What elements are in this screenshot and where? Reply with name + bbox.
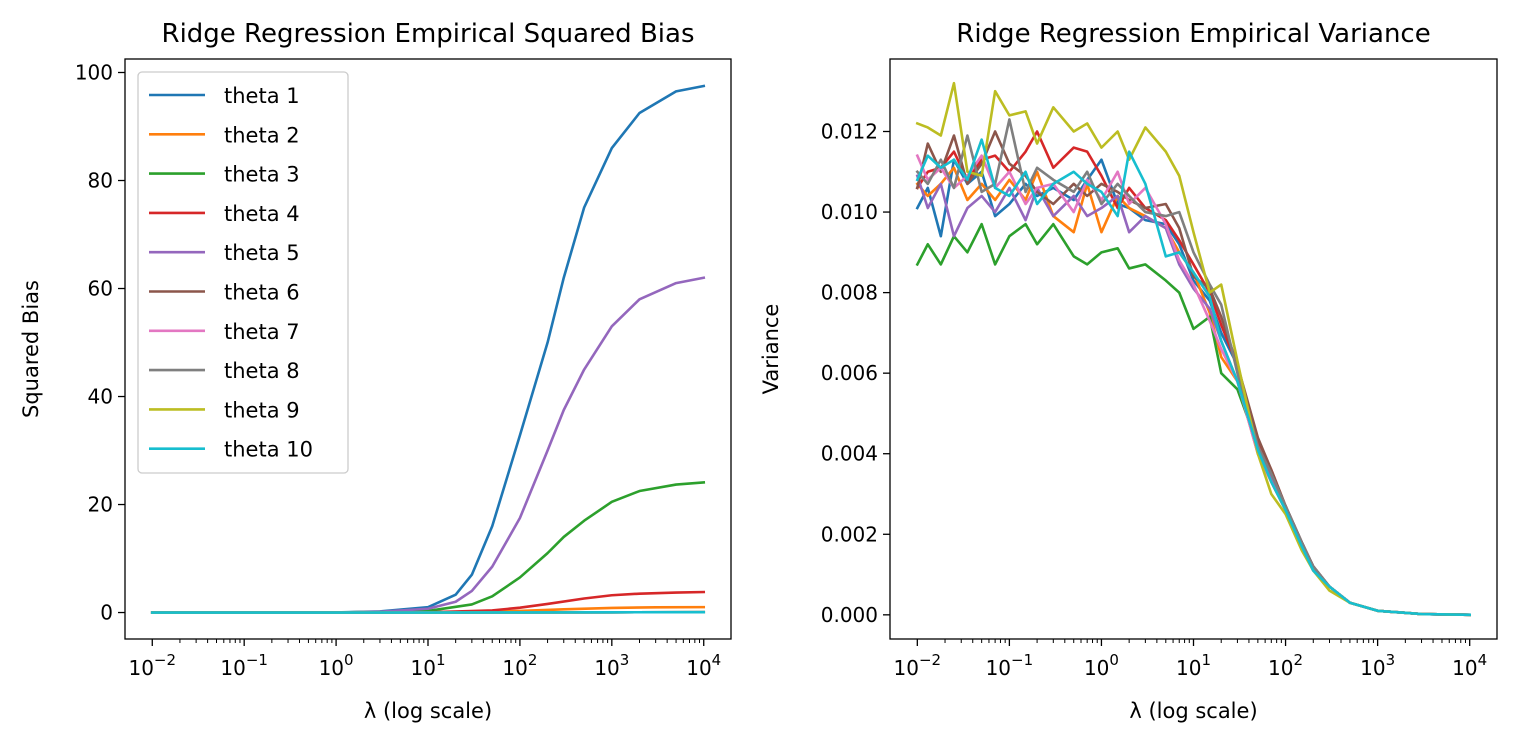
x-tick-label: 101 — [1176, 651, 1211, 680]
y-tick-label: 0.008 — [821, 281, 878, 305]
y-tick-label: 0.002 — [821, 522, 878, 546]
legend-label: theta 3 — [224, 163, 300, 187]
series-group — [150, 84, 706, 614]
legend-label: theta 5 — [224, 241, 300, 265]
x-tick-label: 104 — [686, 651, 721, 680]
legend-label: theta 9 — [224, 398, 300, 422]
legend-label: theta 4 — [224, 202, 300, 226]
series-line-theta-7 — [915, 153, 1472, 617]
axes-frame — [889, 58, 1498, 640]
y-tick-label: 40 — [88, 385, 113, 409]
y-tick-label: 0.012 — [821, 120, 878, 144]
legend-label: theta 8 — [224, 359, 300, 383]
y-axis-label: Squared Bias — [19, 280, 43, 418]
chart-panel-1: 10−2 10−1 100 101 102 103 104 0 20 40 60 80 100 Ridge… — [19, 19, 732, 723]
y-tick-label: 0 — [100, 601, 113, 625]
x-tick-label: 10−2 — [894, 651, 942, 680]
y-tick-label: 20 — [88, 493, 113, 517]
legend-label: theta 6 — [224, 281, 300, 305]
x-axis-label: λ (log scale) — [1129, 699, 1257, 723]
x-tick-label: 100 — [1084, 651, 1119, 680]
x-tick-label: 10−2 — [128, 651, 176, 680]
legend: theta 1 theta 2 theta 3 theta 4 theta 5 theta… — [137, 71, 349, 474]
y-tick-label: 100 — [75, 61, 113, 85]
y-tick-label: 0.004 — [821, 442, 878, 466]
x-tick-label: 101 — [411, 651, 446, 680]
y-tick-label: 0.010 — [821, 200, 878, 224]
x-tick-label: 102 — [502, 651, 537, 680]
x-tick-label: 10−1 — [986, 651, 1034, 680]
series-line-theta-8 — [915, 118, 1472, 617]
legend-label: theta 10 — [224, 438, 313, 462]
x-tick-label: 102 — [1268, 651, 1303, 680]
y-tick-label: 60 — [88, 277, 113, 301]
x-tick-label: 100 — [319, 651, 354, 680]
series-line-theta-5 — [915, 174, 1472, 617]
y-tick-label: 80 — [88, 169, 113, 193]
legend-box — [137, 71, 349, 474]
x-tick-label: 103 — [1360, 651, 1395, 680]
x-tick-label: 104 — [1452, 651, 1487, 680]
legend-label: theta 1 — [224, 84, 300, 108]
x-tick-label: 10−1 — [220, 651, 268, 680]
series-line-theta-5 — [150, 276, 706, 614]
y-axis-label: Variance — [759, 304, 783, 395]
x-tick-label: 103 — [594, 651, 629, 680]
y-tick-label: 0.000 — [821, 603, 878, 627]
chart-panel-2: 10−2 10−1 100 101 102 103 104 0.000 0.002 0.004 0.… — [759, 19, 1498, 723]
x-axis-label: λ (log scale) — [364, 699, 492, 723]
y-tick-label: 0.006 — [821, 361, 878, 385]
chart-title: Ridge Regression Empirical Squared Bias — [162, 19, 695, 49]
series-line-theta-10 — [915, 138, 1472, 617]
legend-label: theta 7 — [224, 320, 300, 344]
chart-title: Ridge Regression Empirical Variance — [956, 19, 1430, 49]
legend-label: theta 2 — [224, 123, 300, 147]
series-line-theta-3 — [150, 480, 706, 614]
series-group — [915, 81, 1472, 617]
